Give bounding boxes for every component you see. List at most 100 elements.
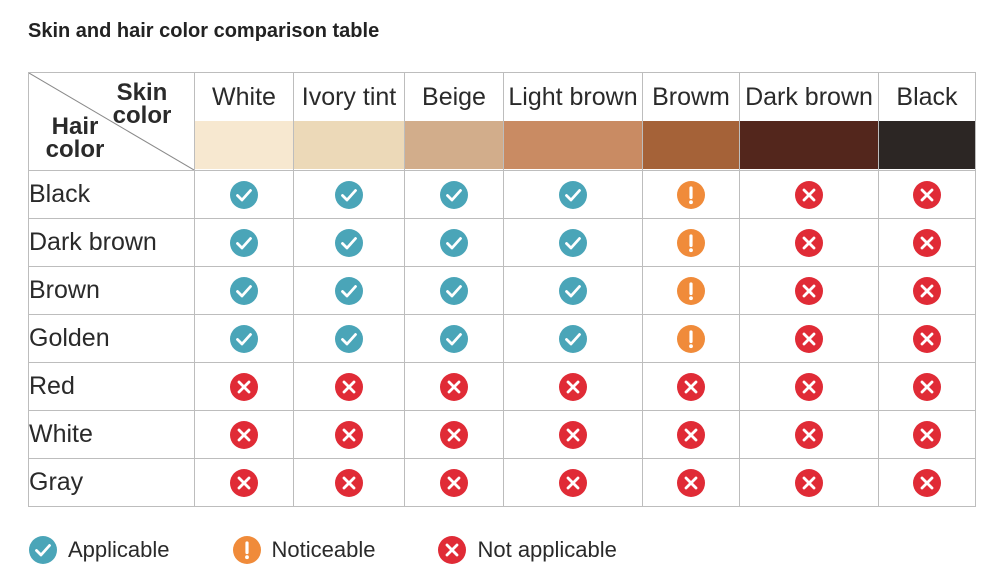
status-cell xyxy=(503,458,643,507)
x-circle-icon xyxy=(794,324,824,354)
x-circle-icon xyxy=(439,468,469,498)
x-circle-icon xyxy=(912,324,942,354)
status-cell xyxy=(404,218,504,267)
x-circle-icon xyxy=(334,420,364,450)
status-cell xyxy=(194,218,294,267)
check-circle-icon xyxy=(28,535,58,565)
diagonal-divider xyxy=(29,73,194,170)
status-cell xyxy=(194,170,294,219)
table-row: Golden xyxy=(28,314,976,363)
status-cell xyxy=(194,410,294,459)
skin-tone-column-header: Browm xyxy=(642,72,740,171)
status-cell xyxy=(194,458,294,507)
header-row: Skin color Hair color White Ivory tint Bei… xyxy=(28,72,976,171)
check-circle-icon xyxy=(558,228,588,258)
hair-label-line-1: Hair xyxy=(51,113,99,140)
skin-tone-swatch xyxy=(405,121,503,169)
skin-tone-column-header: Dark brown xyxy=(739,72,879,171)
exclamation-circle-icon xyxy=(676,180,706,210)
x-circle-icon xyxy=(437,535,467,565)
status-cell xyxy=(739,218,879,267)
status-cell xyxy=(293,314,405,363)
skin-tone-swatch xyxy=(643,121,739,169)
x-circle-icon xyxy=(439,420,469,450)
skin-tone-name: Beige xyxy=(422,82,486,111)
x-circle-icon xyxy=(912,468,942,498)
hair-color-label: Gray xyxy=(28,458,195,507)
status-cell xyxy=(642,362,740,411)
status-cell xyxy=(642,266,740,315)
status-cell xyxy=(503,170,643,219)
status-cell xyxy=(293,410,405,459)
check-circle-icon xyxy=(229,276,259,306)
status-cell xyxy=(739,170,879,219)
check-circle-icon xyxy=(229,324,259,354)
check-circle-icon xyxy=(229,180,259,210)
x-circle-icon xyxy=(912,372,942,402)
x-circle-icon xyxy=(794,276,824,306)
status-cell xyxy=(642,218,740,267)
status-cell xyxy=(404,410,504,459)
check-circle-icon xyxy=(229,228,259,258)
skin-tone-column-header: Ivory tint xyxy=(293,72,405,171)
status-cell xyxy=(503,410,643,459)
skin-tone-column-header: Light brown xyxy=(503,72,643,171)
exclamation-circle-icon xyxy=(676,276,706,306)
status-cell xyxy=(503,266,643,315)
x-circle-icon xyxy=(334,372,364,402)
status-cell xyxy=(739,458,879,507)
table-row: Red xyxy=(28,362,976,411)
skin-tone-column-header: Black xyxy=(878,72,976,171)
x-circle-icon xyxy=(229,468,259,498)
status-cell xyxy=(878,170,976,219)
comparison-table: Skin color Hair color White Ivory tint Bei… xyxy=(28,72,976,507)
check-circle-icon xyxy=(439,228,469,258)
status-cell xyxy=(194,362,294,411)
status-cell xyxy=(642,170,740,219)
skin-tone-swatch xyxy=(879,121,975,169)
x-circle-icon xyxy=(794,228,824,258)
skin-tone-name: Browm xyxy=(652,82,730,111)
status-cell xyxy=(293,218,405,267)
x-circle-icon xyxy=(676,468,706,498)
status-cell xyxy=(878,218,976,267)
check-circle-icon xyxy=(558,276,588,306)
legend-label: Noticeable xyxy=(271,537,376,562)
table-row: Black xyxy=(28,170,976,219)
status-cell xyxy=(739,362,879,411)
status-cell xyxy=(503,314,643,363)
status-cell xyxy=(878,410,976,459)
status-cell xyxy=(194,314,294,363)
x-circle-icon xyxy=(912,420,942,450)
check-circle-icon xyxy=(558,324,588,354)
hair-color-label: White xyxy=(28,410,195,459)
legend-item: Not applicable xyxy=(437,535,617,565)
skin-tone-swatch xyxy=(195,121,293,169)
x-circle-icon xyxy=(439,372,469,402)
hair-color-label: Golden xyxy=(28,314,195,363)
x-circle-icon xyxy=(912,276,942,306)
check-circle-icon xyxy=(439,324,469,354)
x-circle-icon xyxy=(794,468,824,498)
page-title: Skin and hair color comparison table xyxy=(28,20,380,42)
check-circle-icon xyxy=(334,324,364,354)
status-cell xyxy=(293,266,405,315)
status-cell xyxy=(404,362,504,411)
status-cell xyxy=(878,362,976,411)
x-circle-icon xyxy=(794,180,824,210)
skin-tone-swatch xyxy=(294,121,404,169)
status-cell xyxy=(293,170,405,219)
legend-label: Applicable xyxy=(68,537,170,562)
skin-tone-name: White xyxy=(212,82,276,111)
status-cell xyxy=(642,458,740,507)
x-circle-icon xyxy=(558,420,588,450)
skin-color-axis-label: Skin color xyxy=(102,79,182,128)
check-circle-icon xyxy=(439,276,469,306)
x-circle-icon xyxy=(558,468,588,498)
skin-label-line-1: Skin xyxy=(116,79,168,106)
status-cell xyxy=(194,266,294,315)
corner-header: Skin color Hair color xyxy=(28,72,195,171)
exclamation-circle-icon xyxy=(232,535,262,565)
table-row: Gray xyxy=(28,458,976,507)
status-cell xyxy=(642,410,740,459)
